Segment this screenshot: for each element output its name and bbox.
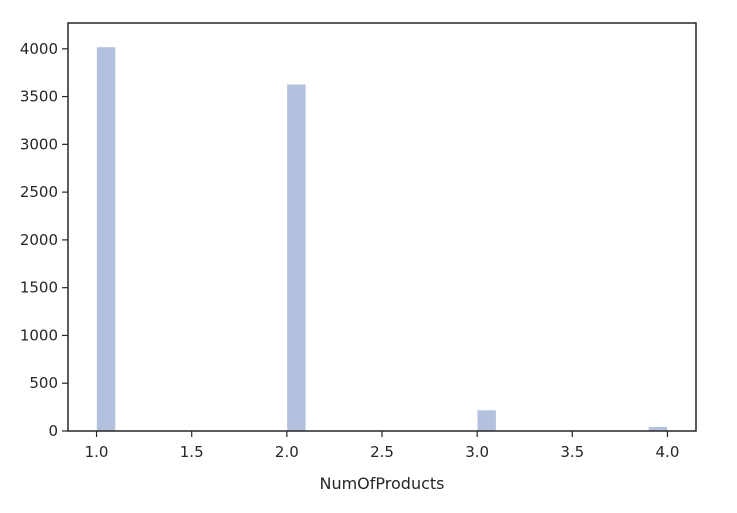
x-tick-label-3: 2.5 <box>370 443 394 461</box>
y-tick-label-8: 4000 <box>20 40 58 58</box>
y-tick-label-4: 2000 <box>20 231 58 249</box>
y-tick-label-3: 1500 <box>20 279 58 297</box>
histogram-bar-0 <box>96 46 116 432</box>
y-tick-label-7: 3500 <box>20 88 58 106</box>
x-tick-label-6: 4.0 <box>656 443 680 461</box>
x-axis-ticks: 1.0 1.5 2.0 2.5 3.0 3.5 4.0 <box>85 431 680 461</box>
y-tick-label-6: 3000 <box>20 135 58 153</box>
y-tick-label-1: 500 <box>29 374 58 392</box>
plot-frame <box>67 22 697 432</box>
bars-group <box>96 46 668 432</box>
y-tick-label-0: 0 <box>48 422 58 440</box>
x-tick-label-2: 2.0 <box>275 443 299 461</box>
x-tick-label-0: 1.0 <box>85 443 109 461</box>
histogram-bar-1 <box>286 83 307 432</box>
y-tick-label-5: 2500 <box>20 183 58 201</box>
y-tick-label-2: 1000 <box>20 326 58 344</box>
histogram-bar-2 <box>476 409 497 432</box>
x-axis-title: NumOfProducts <box>319 474 444 493</box>
x-tick-label-1: 1.5 <box>180 443 204 461</box>
y-axis-ticks: 0 500 1000 1500 2000 2500 3000 3500 4000 <box>20 40 68 440</box>
x-tick-label-5: 3.5 <box>560 443 584 461</box>
x-tick-label-4: 3.0 <box>465 443 489 461</box>
